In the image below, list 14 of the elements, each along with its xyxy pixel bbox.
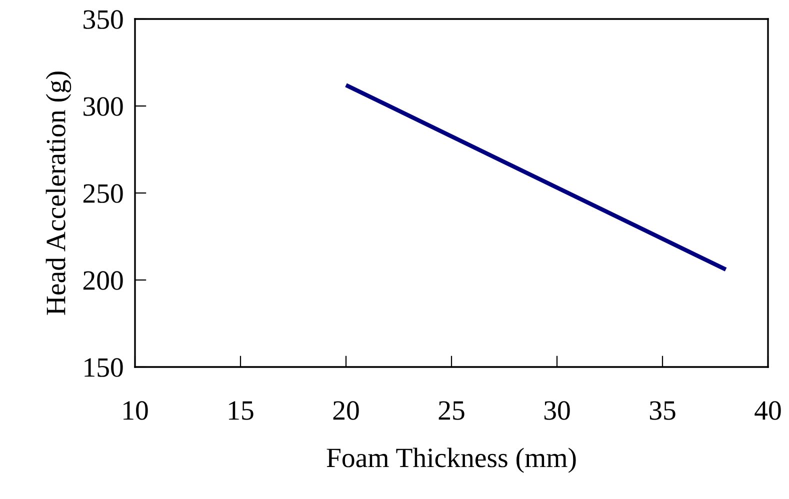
x-tick-label: 10	[124, 401, 148, 420]
x-tick-label: 35	[650, 401, 676, 420]
x-tick-label: 40	[754, 401, 781, 420]
y-tick-label: 300	[84, 97, 123, 116]
y-axis-title: Head Acceleration (g)	[46, 72, 72, 315]
y-tick-label: 250	[83, 184, 123, 203]
y-tick-label: 150	[84, 358, 123, 377]
y-tick-label: 350	[84, 10, 123, 29]
x-tick-label: 15	[229, 401, 254, 420]
x-tick-label: 30	[544, 401, 570, 420]
x-tick-label: 25	[438, 401, 464, 420]
x-tick-label: 20	[333, 401, 359, 420]
y-tick-label: 200	[83, 271, 123, 290]
x-axis-title: Foam Thickness (mm)	[326, 448, 576, 473]
